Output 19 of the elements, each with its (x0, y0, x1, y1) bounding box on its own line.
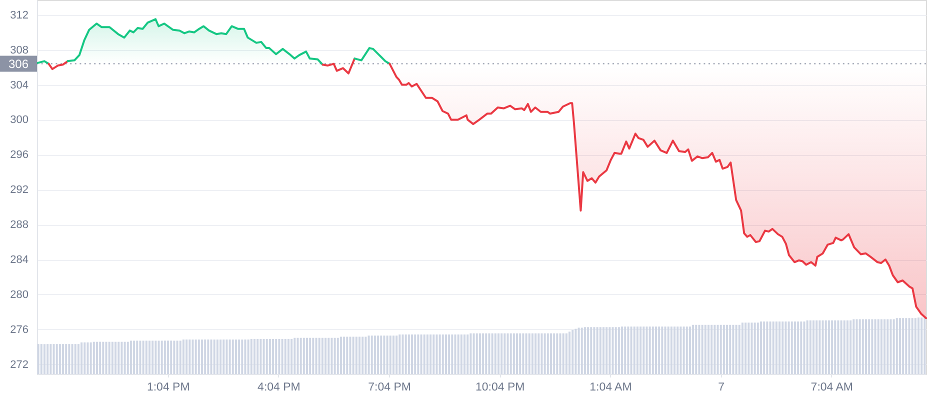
y-tick-label: 312 (10, 9, 28, 22)
y-tick-label: 304 (10, 79, 28, 92)
y-tick-label: 284 (10, 254, 28, 266)
y-tick-label: 292 (10, 184, 28, 196)
x-tick-label: 1:04 PM (146, 382, 190, 394)
y-tick-label: 308 (10, 44, 28, 56)
y-tick-label: 276 (10, 324, 28, 336)
y-tick-label: 280 (10, 288, 28, 301)
x-tick-label: 10:04 PM (476, 382, 525, 394)
y-tick-label: 300 (10, 114, 28, 126)
y-tick-label: 296 (10, 149, 28, 162)
y-tick-label: 272 (10, 358, 28, 371)
x-tick-label: 4:04 PM (258, 382, 300, 394)
x-tick-label: 7:04 PM (368, 382, 411, 394)
y-tick-label: 288 (10, 219, 28, 232)
x-tick-label: 7 (718, 382, 724, 394)
ref-line-label: 306 (8, 56, 29, 71)
x-tick-label: 7:04 AM (810, 382, 853, 394)
x-tick-label: 1:04 AM (590, 382, 632, 394)
